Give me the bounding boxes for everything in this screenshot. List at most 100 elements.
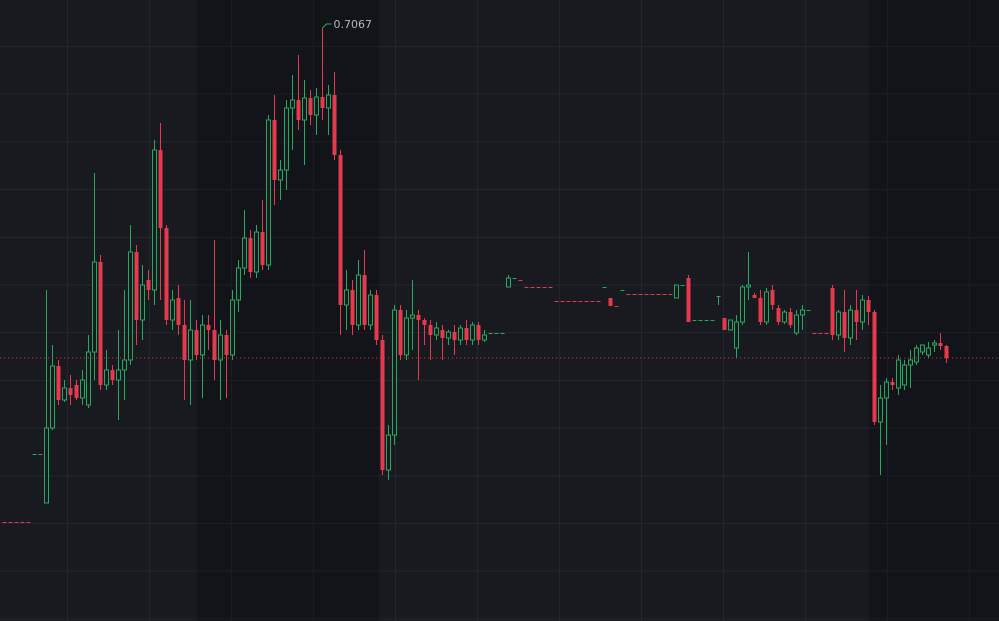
candle-body bbox=[548, 287, 553, 288]
candle-body bbox=[560, 301, 565, 302]
candle-body bbox=[410, 314, 415, 319]
candle-body bbox=[332, 95, 337, 155]
candle-body bbox=[614, 306, 619, 307]
candle-body bbox=[578, 301, 583, 302]
candle-body bbox=[824, 333, 829, 334]
candle-body bbox=[8, 522, 13, 523]
candle-body bbox=[356, 274, 361, 326]
candle-body bbox=[248, 238, 253, 272]
candle-body bbox=[302, 97, 307, 121]
candle-body bbox=[482, 334, 487, 341]
candle-body bbox=[872, 312, 877, 422]
candle-body bbox=[14, 522, 19, 523]
candle-body bbox=[110, 370, 115, 380]
candle-body bbox=[698, 320, 703, 321]
candle-body bbox=[446, 331, 451, 339]
candle-body bbox=[212, 330, 217, 360]
candle-body bbox=[800, 309, 805, 316]
candle-body bbox=[686, 278, 691, 322]
candle-body bbox=[728, 319, 733, 331]
candle-body bbox=[740, 286, 745, 323]
candle-body bbox=[596, 301, 601, 302]
candle-body bbox=[650, 294, 655, 295]
candle-body bbox=[338, 155, 343, 305]
candle-body bbox=[938, 343, 943, 346]
candle-body bbox=[920, 344, 925, 353]
candle-body bbox=[602, 287, 607, 288]
candle-body bbox=[470, 324, 475, 341]
candle-body bbox=[890, 382, 895, 385]
candle-body bbox=[554, 301, 559, 302]
candle-body bbox=[752, 295, 757, 298]
candle-body bbox=[944, 346, 949, 358]
candle-body bbox=[704, 320, 709, 321]
candle-body bbox=[782, 311, 787, 323]
candle-body bbox=[908, 359, 913, 366]
candle-body bbox=[284, 107, 289, 171]
candle-body bbox=[2, 522, 7, 523]
candle-body bbox=[812, 333, 817, 334]
candle-body bbox=[344, 289, 349, 306]
candle-body bbox=[416, 315, 421, 320]
candle-body bbox=[380, 340, 385, 470]
candle-body bbox=[182, 325, 187, 360]
candle-body bbox=[764, 291, 769, 323]
candle-body bbox=[806, 310, 811, 311]
high-leader bbox=[322, 23, 332, 29]
candle-body bbox=[374, 295, 379, 340]
candle-body bbox=[170, 299, 175, 321]
candle-body bbox=[524, 287, 529, 288]
candle-body bbox=[242, 237, 247, 269]
candle-body bbox=[80, 379, 85, 399]
candle-body bbox=[848, 309, 853, 339]
candle-body bbox=[476, 325, 481, 340]
candle-body bbox=[512, 278, 517, 279]
candle-body bbox=[20, 522, 25, 523]
candle-body bbox=[896, 359, 901, 389]
candle-body bbox=[386, 434, 391, 471]
candle-body bbox=[266, 119, 271, 266]
candle-body bbox=[536, 287, 541, 288]
candle-body bbox=[422, 320, 427, 325]
candle-body bbox=[854, 310, 859, 322]
candle-body bbox=[860, 299, 865, 323]
candle-body bbox=[278, 169, 283, 181]
candle-body bbox=[140, 284, 145, 321]
candle-body bbox=[830, 288, 835, 335]
candle-body bbox=[506, 277, 511, 288]
candle-body bbox=[620, 290, 625, 291]
candle-body bbox=[188, 329, 193, 361]
candle-body bbox=[230, 299, 235, 356]
candle-body bbox=[296, 100, 301, 120]
candle-body bbox=[716, 296, 721, 297]
candle-body bbox=[206, 325, 211, 330]
candle-body bbox=[458, 327, 463, 341]
candle-body bbox=[758, 298, 763, 322]
candle-body bbox=[644, 294, 649, 295]
candle-body bbox=[914, 347, 919, 363]
candle-body bbox=[194, 330, 199, 355]
candle-body bbox=[68, 388, 73, 395]
candle-body bbox=[770, 290, 775, 305]
candle-body bbox=[32, 454, 37, 455]
candle-body bbox=[542, 287, 547, 288]
candle-body bbox=[98, 262, 103, 385]
candle-body bbox=[398, 310, 403, 355]
candle-body bbox=[50, 365, 55, 429]
candle-body bbox=[692, 320, 697, 321]
candle-body bbox=[902, 364, 907, 386]
candle-body bbox=[56, 366, 61, 400]
candle-body bbox=[494, 333, 499, 334]
candle-body bbox=[116, 369, 121, 381]
candle-body bbox=[566, 301, 571, 302]
candle-body bbox=[464, 328, 469, 340]
candle-body bbox=[776, 308, 781, 322]
candle-body bbox=[632, 294, 637, 295]
candle-body bbox=[176, 298, 181, 325]
candle-body bbox=[866, 300, 871, 312]
candle-body bbox=[350, 290, 355, 325]
candle-body bbox=[710, 320, 715, 321]
candle-body bbox=[626, 294, 631, 295]
candle-body bbox=[674, 284, 679, 299]
